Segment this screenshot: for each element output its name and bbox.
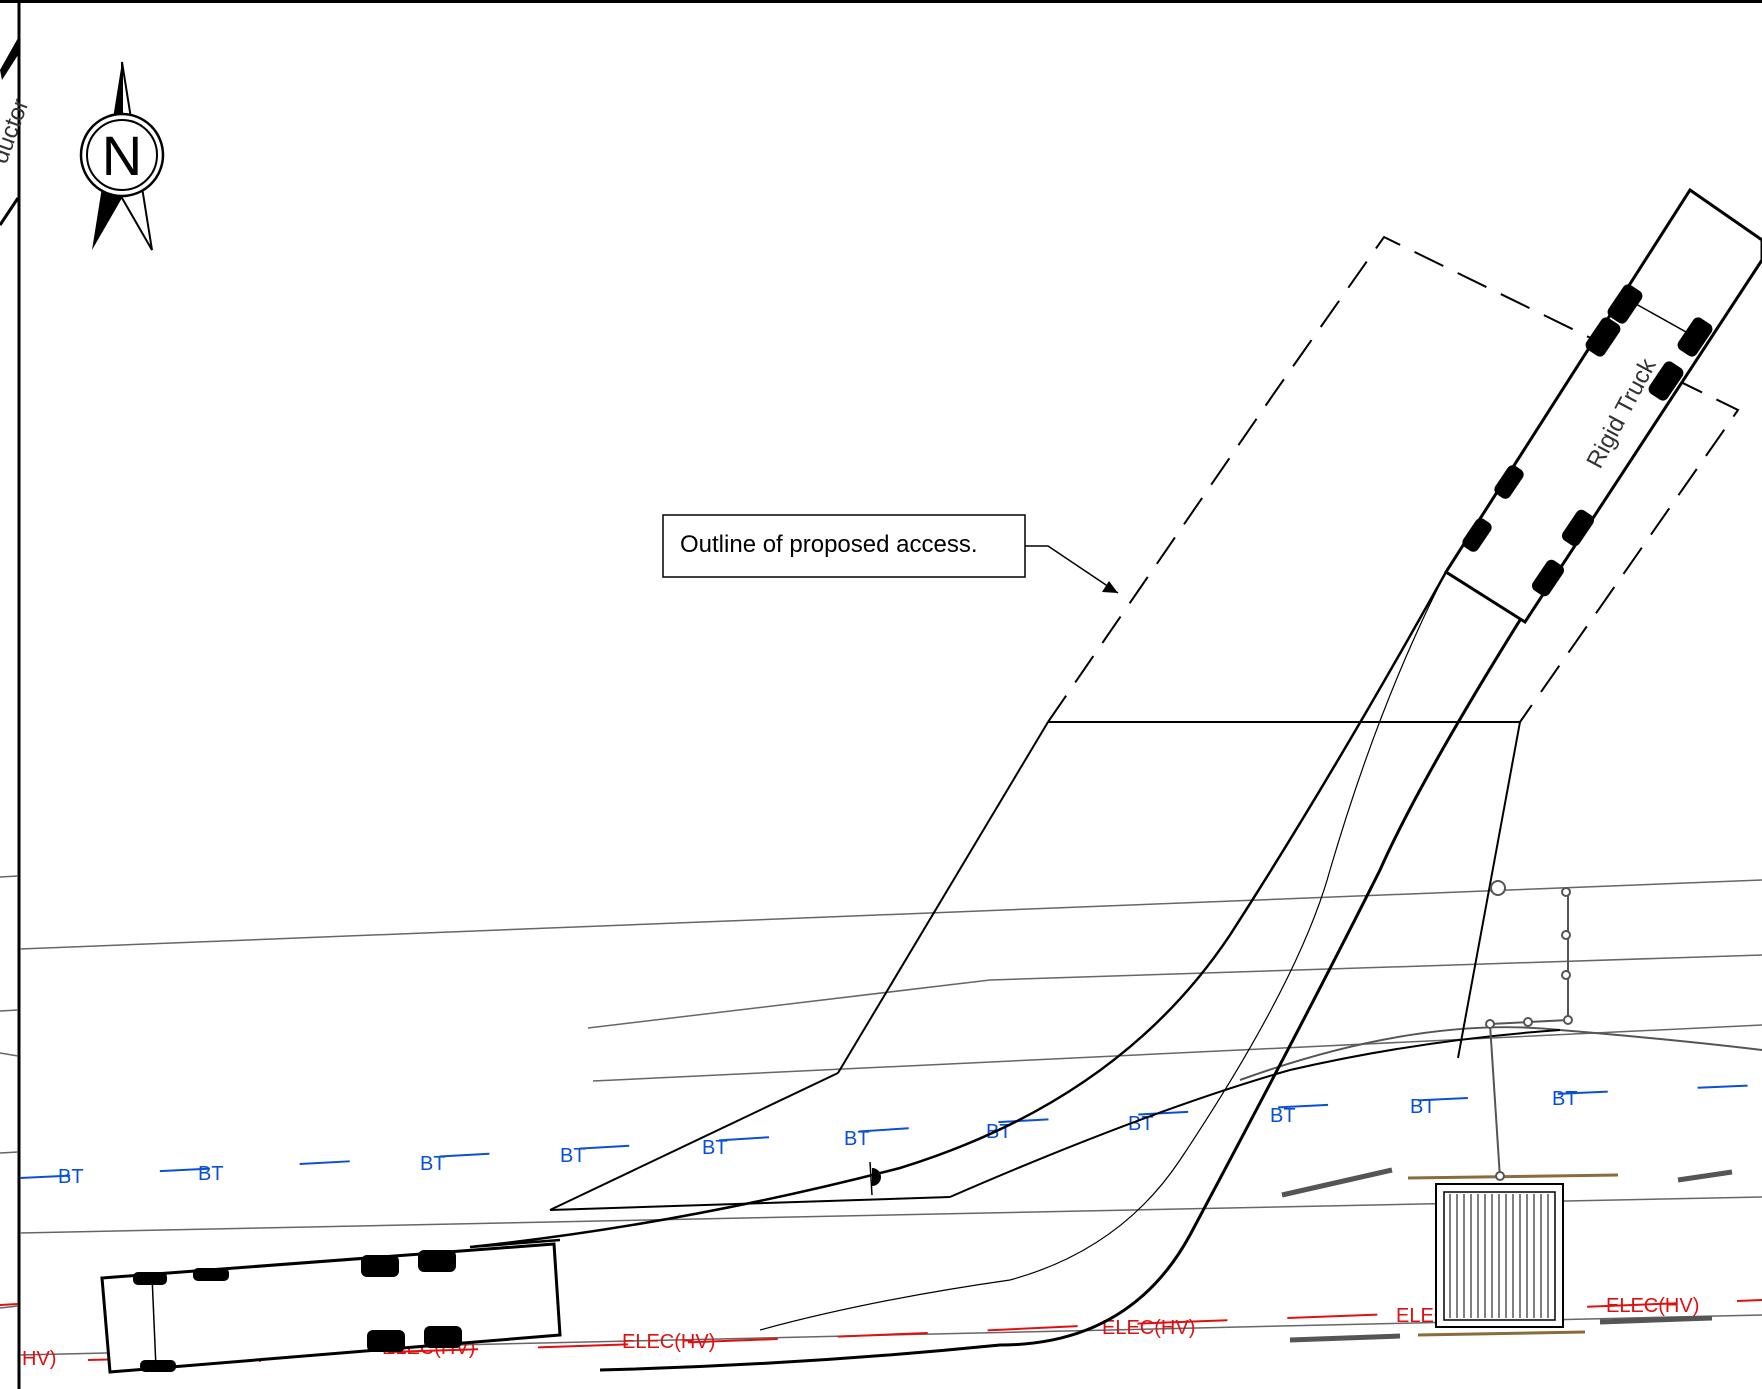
bt-label: BT (198, 1163, 224, 1185)
elec-label-fragment: HV) (22, 1348, 56, 1370)
edge-fragment-label: ductor (0, 95, 34, 167)
north-arrow-icon: N (79, 61, 165, 251)
left-edge-fragment: ductor (0, 38, 34, 226)
elec-label: ELEC(HV) (1606, 1295, 1699, 1317)
survey-marker (869, 1161, 881, 1196)
callout-label: Outline of proposed access. (680, 531, 978, 558)
elec-label: ELEC(HV) (622, 1331, 715, 1353)
bt-label: BT (1128, 1113, 1154, 1135)
callout-box: Outline of proposed access. (662, 514, 1119, 594)
bt-label: BT (1410, 1096, 1436, 1118)
grated-structure (1281, 1167, 1733, 1343)
bt-label: BT (58, 1166, 84, 1188)
north-letter: N (102, 124, 142, 187)
bt-label: BT (560, 1145, 586, 1167)
rigid-truck-vehicle: Rigid Truck (1443, 187, 1762, 625)
bottom-left-vehicle (100, 1242, 562, 1374)
elec-label: ELEC(HV) (1102, 1317, 1195, 1339)
proposed-access-outline (1047, 235, 1740, 723)
proposed-access-solid (549, 721, 1521, 1211)
bt-label: BT (1552, 1088, 1578, 1110)
bt-label: BT (420, 1153, 446, 1175)
bt-label: BT (844, 1128, 870, 1150)
bt-label: BT (1270, 1105, 1296, 1127)
bt-label: BT (702, 1137, 728, 1159)
swept-path (469, 571, 1561, 1372)
pipe-network (1485, 880, 1573, 1181)
bt-utility-line: BT BT BT BT BT BT BT BT BT BT BT (19, 1084, 1762, 1188)
bt-label: BT (986, 1121, 1012, 1143)
